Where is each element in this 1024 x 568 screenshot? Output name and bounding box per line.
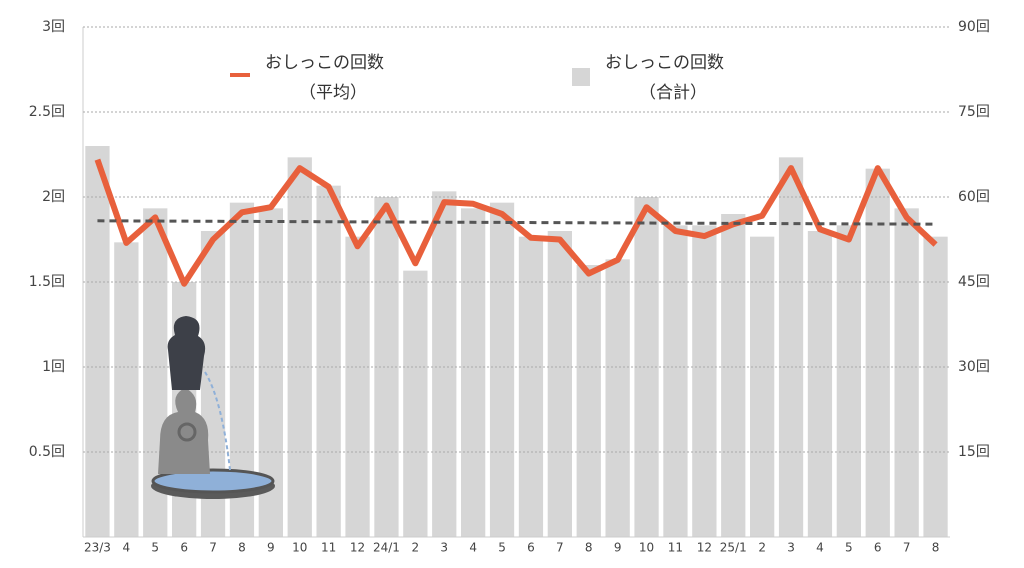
bar (489, 202, 515, 537)
bar (85, 146, 110, 537)
y2-tick-label: 60回 (958, 189, 990, 205)
y2-tick-label: 30回 (958, 359, 990, 375)
x-tick-label: 7 (209, 541, 217, 555)
legend-note: （平均） (299, 83, 367, 103)
bar (374, 197, 399, 537)
bar (634, 197, 659, 537)
bar (663, 225, 688, 538)
legend-note: （合計） (639, 83, 707, 103)
bar (287, 157, 312, 538)
x-tick-label: 5 (498, 541, 506, 555)
x-tick-label: 5 (151, 541, 159, 555)
x-tick-label: 9 (267, 541, 275, 555)
legend-swatch (572, 68, 590, 86)
x-tick-label: 6 (180, 541, 188, 555)
x-tick-label: 4 (469, 541, 477, 555)
bar (547, 231, 572, 537)
x-tick-label: 7 (556, 541, 564, 555)
bar (403, 270, 428, 537)
x-tick-label: 10 (639, 541, 654, 555)
illustration (151, 316, 275, 499)
y-tick-label: 2.5回 (29, 104, 65, 120)
bar (316, 185, 341, 537)
y-tick-label: 1回 (42, 359, 65, 375)
x-tick-label: 10 (292, 541, 307, 555)
legend-label: おしっこの回数 (605, 53, 724, 73)
bar (576, 265, 601, 537)
line (94, 158, 938, 287)
y-tick-label: 1.5回 (29, 274, 65, 290)
x-tick-label: 23/3 (84, 541, 111, 555)
x-tick-label: 11 (668, 541, 683, 555)
bar (518, 236, 544, 537)
x-tick-label: 9 (614, 541, 622, 555)
legend-label: おしっこの回数 (265, 53, 384, 73)
x-tick-label: 2 (758, 541, 766, 555)
y2-tick-label: 90回 (958, 19, 990, 35)
y2-tick-label: 45回 (958, 274, 990, 290)
y2-tick-label: 15回 (958, 444, 990, 460)
y-tick-label: 3回 (42, 19, 65, 35)
x-tick-label: 3 (787, 541, 795, 555)
bar (807, 231, 833, 537)
x-tick-label: 8 (585, 541, 593, 555)
y-tick-label: 0.5回 (29, 444, 65, 460)
x-tick-label: 4 (816, 541, 824, 555)
x-tick-label: 12 (350, 541, 365, 555)
x-tick-label: 2 (412, 541, 420, 555)
bar (432, 191, 457, 538)
x-tick-label: 11 (321, 541, 336, 555)
bar (692, 225, 717, 538)
bar (836, 225, 861, 538)
x-tick-label: 6 (874, 541, 882, 555)
x-tick-label: 8 (932, 541, 940, 555)
trend-line (97, 219, 936, 226)
x-tick-label: 24/1 (373, 541, 400, 555)
bar (114, 242, 139, 538)
bar (721, 214, 746, 537)
bar (923, 236, 948, 537)
x-tick-label: 12 (697, 541, 712, 555)
bar (865, 168, 890, 537)
y-tick-label: 2回 (42, 189, 65, 205)
x-tick-label: 25/1 (720, 541, 747, 555)
x-tick-label: 3 (440, 541, 448, 555)
x-tick-label: 4 (123, 541, 131, 555)
x-tick-label: 5 (845, 541, 853, 555)
bar (461, 208, 486, 538)
x-tick-label: 8 (238, 541, 246, 555)
bar (605, 259, 630, 537)
x-tick-label: 6 (527, 541, 535, 555)
x-tick-label: 7 (903, 541, 911, 555)
bar (894, 208, 919, 538)
bar (345, 236, 370, 537)
bar (778, 157, 804, 538)
bar (750, 236, 775, 537)
y2-tick-label: 75回 (958, 104, 990, 120)
